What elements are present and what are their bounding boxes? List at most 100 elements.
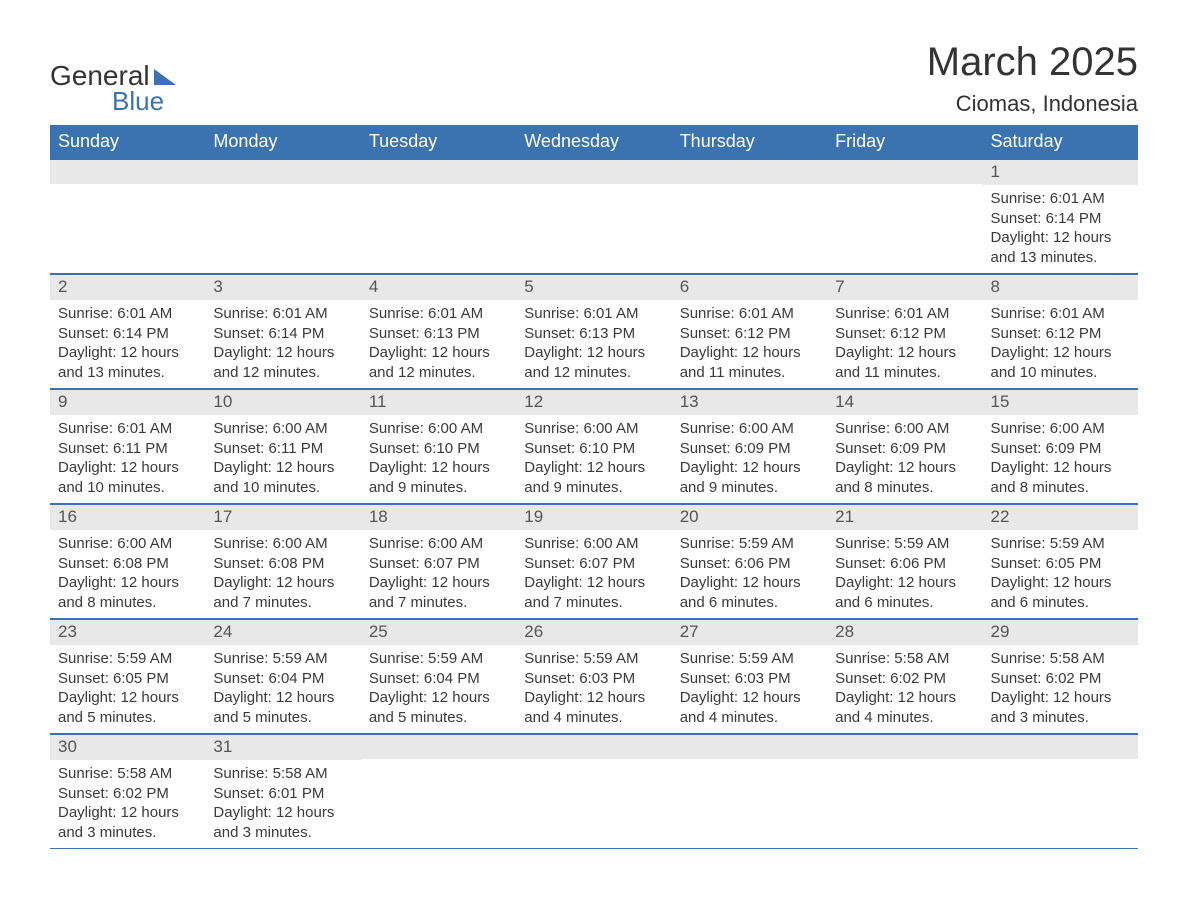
day-daylight2: and 10 minutes. <box>991 363 1130 383</box>
day-cell: 23Sunrise: 5:59 AMSunset: 6:05 PMDayligh… <box>50 620 205 733</box>
day-sunset: Sunset: 6:09 PM <box>835 439 974 459</box>
day-daylight2: and 5 minutes. <box>213 708 352 728</box>
day-sunset: Sunset: 6:04 PM <box>213 669 352 689</box>
day-daylight1: Daylight: 12 hours <box>213 803 352 823</box>
day-daylight2: and 12 minutes. <box>213 363 352 383</box>
day-daylight2: and 5 minutes. <box>58 708 197 728</box>
day-sunrise: Sunrise: 6:00 AM <box>524 419 663 439</box>
day-body: Sunrise: 6:01 AMSunset: 6:13 PMDaylight:… <box>516 300 671 388</box>
day-sunset: Sunset: 6:11 PM <box>58 439 197 459</box>
day-sunrise: Sunrise: 6:01 AM <box>991 304 1130 324</box>
weekday-monday: Monday <box>205 125 360 160</box>
day-number <box>672 160 827 184</box>
day-daylight2: and 3 minutes. <box>58 823 197 843</box>
day-cell <box>516 735 671 848</box>
day-cell: 21Sunrise: 5:59 AMSunset: 6:06 PMDayligh… <box>827 505 982 618</box>
day-number <box>361 160 516 184</box>
day-body: Sunrise: 6:00 AMSunset: 6:09 PMDaylight:… <box>983 415 1138 503</box>
day-number: 8 <box>983 275 1138 300</box>
day-sunset: Sunset: 6:12 PM <box>835 324 974 344</box>
day-number <box>827 160 982 184</box>
day-daylight2: and 9 minutes. <box>369 478 508 498</box>
day-daylight1: Daylight: 12 hours <box>991 228 1130 248</box>
day-sunrise: Sunrise: 5:59 AM <box>835 534 974 554</box>
day-daylight1: Daylight: 12 hours <box>213 343 352 363</box>
week-row: 23Sunrise: 5:59 AMSunset: 6:05 PMDayligh… <box>50 619 1138 734</box>
day-body <box>361 184 516 262</box>
day-number: 12 <box>516 390 671 415</box>
day-body: Sunrise: 6:00 AMSunset: 6:10 PMDaylight:… <box>361 415 516 503</box>
day-number: 16 <box>50 505 205 530</box>
day-daylight1: Daylight: 12 hours <box>369 573 508 593</box>
day-cell: 2Sunrise: 6:01 AMSunset: 6:14 PMDaylight… <box>50 275 205 388</box>
day-daylight1: Daylight: 12 hours <box>835 688 974 708</box>
day-sunrise: Sunrise: 5:59 AM <box>58 649 197 669</box>
day-sunset: Sunset: 6:09 PM <box>991 439 1130 459</box>
day-cell <box>672 735 827 848</box>
day-sunset: Sunset: 6:08 PM <box>213 554 352 574</box>
day-daylight2: and 11 minutes. <box>680 363 819 383</box>
day-cell: 14Sunrise: 6:00 AMSunset: 6:09 PMDayligh… <box>827 390 982 503</box>
day-daylight1: Daylight: 12 hours <box>835 573 974 593</box>
day-sunset: Sunset: 6:05 PM <box>58 669 197 689</box>
day-daylight1: Daylight: 12 hours <box>524 458 663 478</box>
day-body <box>983 759 1138 837</box>
day-daylight2: and 3 minutes. <box>991 708 1130 728</box>
day-number: 20 <box>672 505 827 530</box>
day-sunrise: Sunrise: 6:00 AM <box>213 534 352 554</box>
day-sunset: Sunset: 6:02 PM <box>991 669 1130 689</box>
day-sunrise: Sunrise: 6:01 AM <box>58 419 197 439</box>
day-cell <box>672 160 827 273</box>
weekday-header-row: Sunday Monday Tuesday Wednesday Thursday… <box>50 125 1138 160</box>
day-daylight2: and 12 minutes. <box>369 363 508 383</box>
day-body: Sunrise: 6:00 AMSunset: 6:09 PMDaylight:… <box>827 415 982 503</box>
day-sunset: Sunset: 6:03 PM <box>680 669 819 689</box>
day-sunset: Sunset: 6:10 PM <box>524 439 663 459</box>
day-number: 22 <box>983 505 1138 530</box>
day-number <box>50 160 205 184</box>
day-body: Sunrise: 5:59 AMSunset: 6:04 PMDaylight:… <box>205 645 360 733</box>
day-sunset: Sunset: 6:04 PM <box>369 669 508 689</box>
day-body: Sunrise: 5:58 AMSunset: 6:01 PMDaylight:… <box>205 760 360 848</box>
day-number: 29 <box>983 620 1138 645</box>
day-sunrise: Sunrise: 6:00 AM <box>680 419 819 439</box>
day-number <box>672 735 827 759</box>
day-daylight1: Daylight: 12 hours <box>835 458 974 478</box>
day-body: Sunrise: 6:01 AMSunset: 6:12 PMDaylight:… <box>983 300 1138 388</box>
day-daylight2: and 6 minutes. <box>835 593 974 613</box>
day-sunrise: Sunrise: 6:01 AM <box>991 189 1130 209</box>
day-daylight2: and 11 minutes. <box>835 363 974 383</box>
day-cell: 4Sunrise: 6:01 AMSunset: 6:13 PMDaylight… <box>361 275 516 388</box>
day-sunrise: Sunrise: 6:01 AM <box>369 304 508 324</box>
day-cell: 19Sunrise: 6:00 AMSunset: 6:07 PMDayligh… <box>516 505 671 618</box>
day-sunrise: Sunrise: 5:58 AM <box>58 764 197 784</box>
weekday-tuesday: Tuesday <box>361 125 516 160</box>
day-sunset: Sunset: 6:07 PM <box>524 554 663 574</box>
day-daylight2: and 4 minutes. <box>835 708 974 728</box>
day-daylight1: Daylight: 12 hours <box>369 343 508 363</box>
day-sunrise: Sunrise: 6:01 AM <box>680 304 819 324</box>
day-cell <box>361 160 516 273</box>
day-sunset: Sunset: 6:14 PM <box>991 209 1130 229</box>
logo-text-blue: Blue <box>112 86 164 117</box>
day-number: 2 <box>50 275 205 300</box>
month-title: March 2025 <box>927 40 1138 85</box>
day-daylight1: Daylight: 12 hours <box>213 573 352 593</box>
day-daylight1: Daylight: 12 hours <box>991 688 1130 708</box>
day-number: 26 <box>516 620 671 645</box>
day-sunrise: Sunrise: 5:59 AM <box>991 534 1130 554</box>
day-sunrise: Sunrise: 5:59 AM <box>213 649 352 669</box>
day-daylight2: and 4 minutes. <box>680 708 819 728</box>
day-sunset: Sunset: 6:12 PM <box>991 324 1130 344</box>
day-daylight2: and 4 minutes. <box>524 708 663 728</box>
day-body <box>827 184 982 262</box>
day-body: Sunrise: 5:59 AMSunset: 6:06 PMDaylight:… <box>827 530 982 618</box>
day-number: 10 <box>205 390 360 415</box>
day-daylight2: and 6 minutes. <box>680 593 819 613</box>
day-sunrise: Sunrise: 6:00 AM <box>58 534 197 554</box>
day-cell <box>827 160 982 273</box>
day-sunset: Sunset: 6:03 PM <box>524 669 663 689</box>
day-body: Sunrise: 6:00 AMSunset: 6:08 PMDaylight:… <box>205 530 360 618</box>
day-cell: 8Sunrise: 6:01 AMSunset: 6:12 PMDaylight… <box>983 275 1138 388</box>
day-body <box>50 184 205 262</box>
